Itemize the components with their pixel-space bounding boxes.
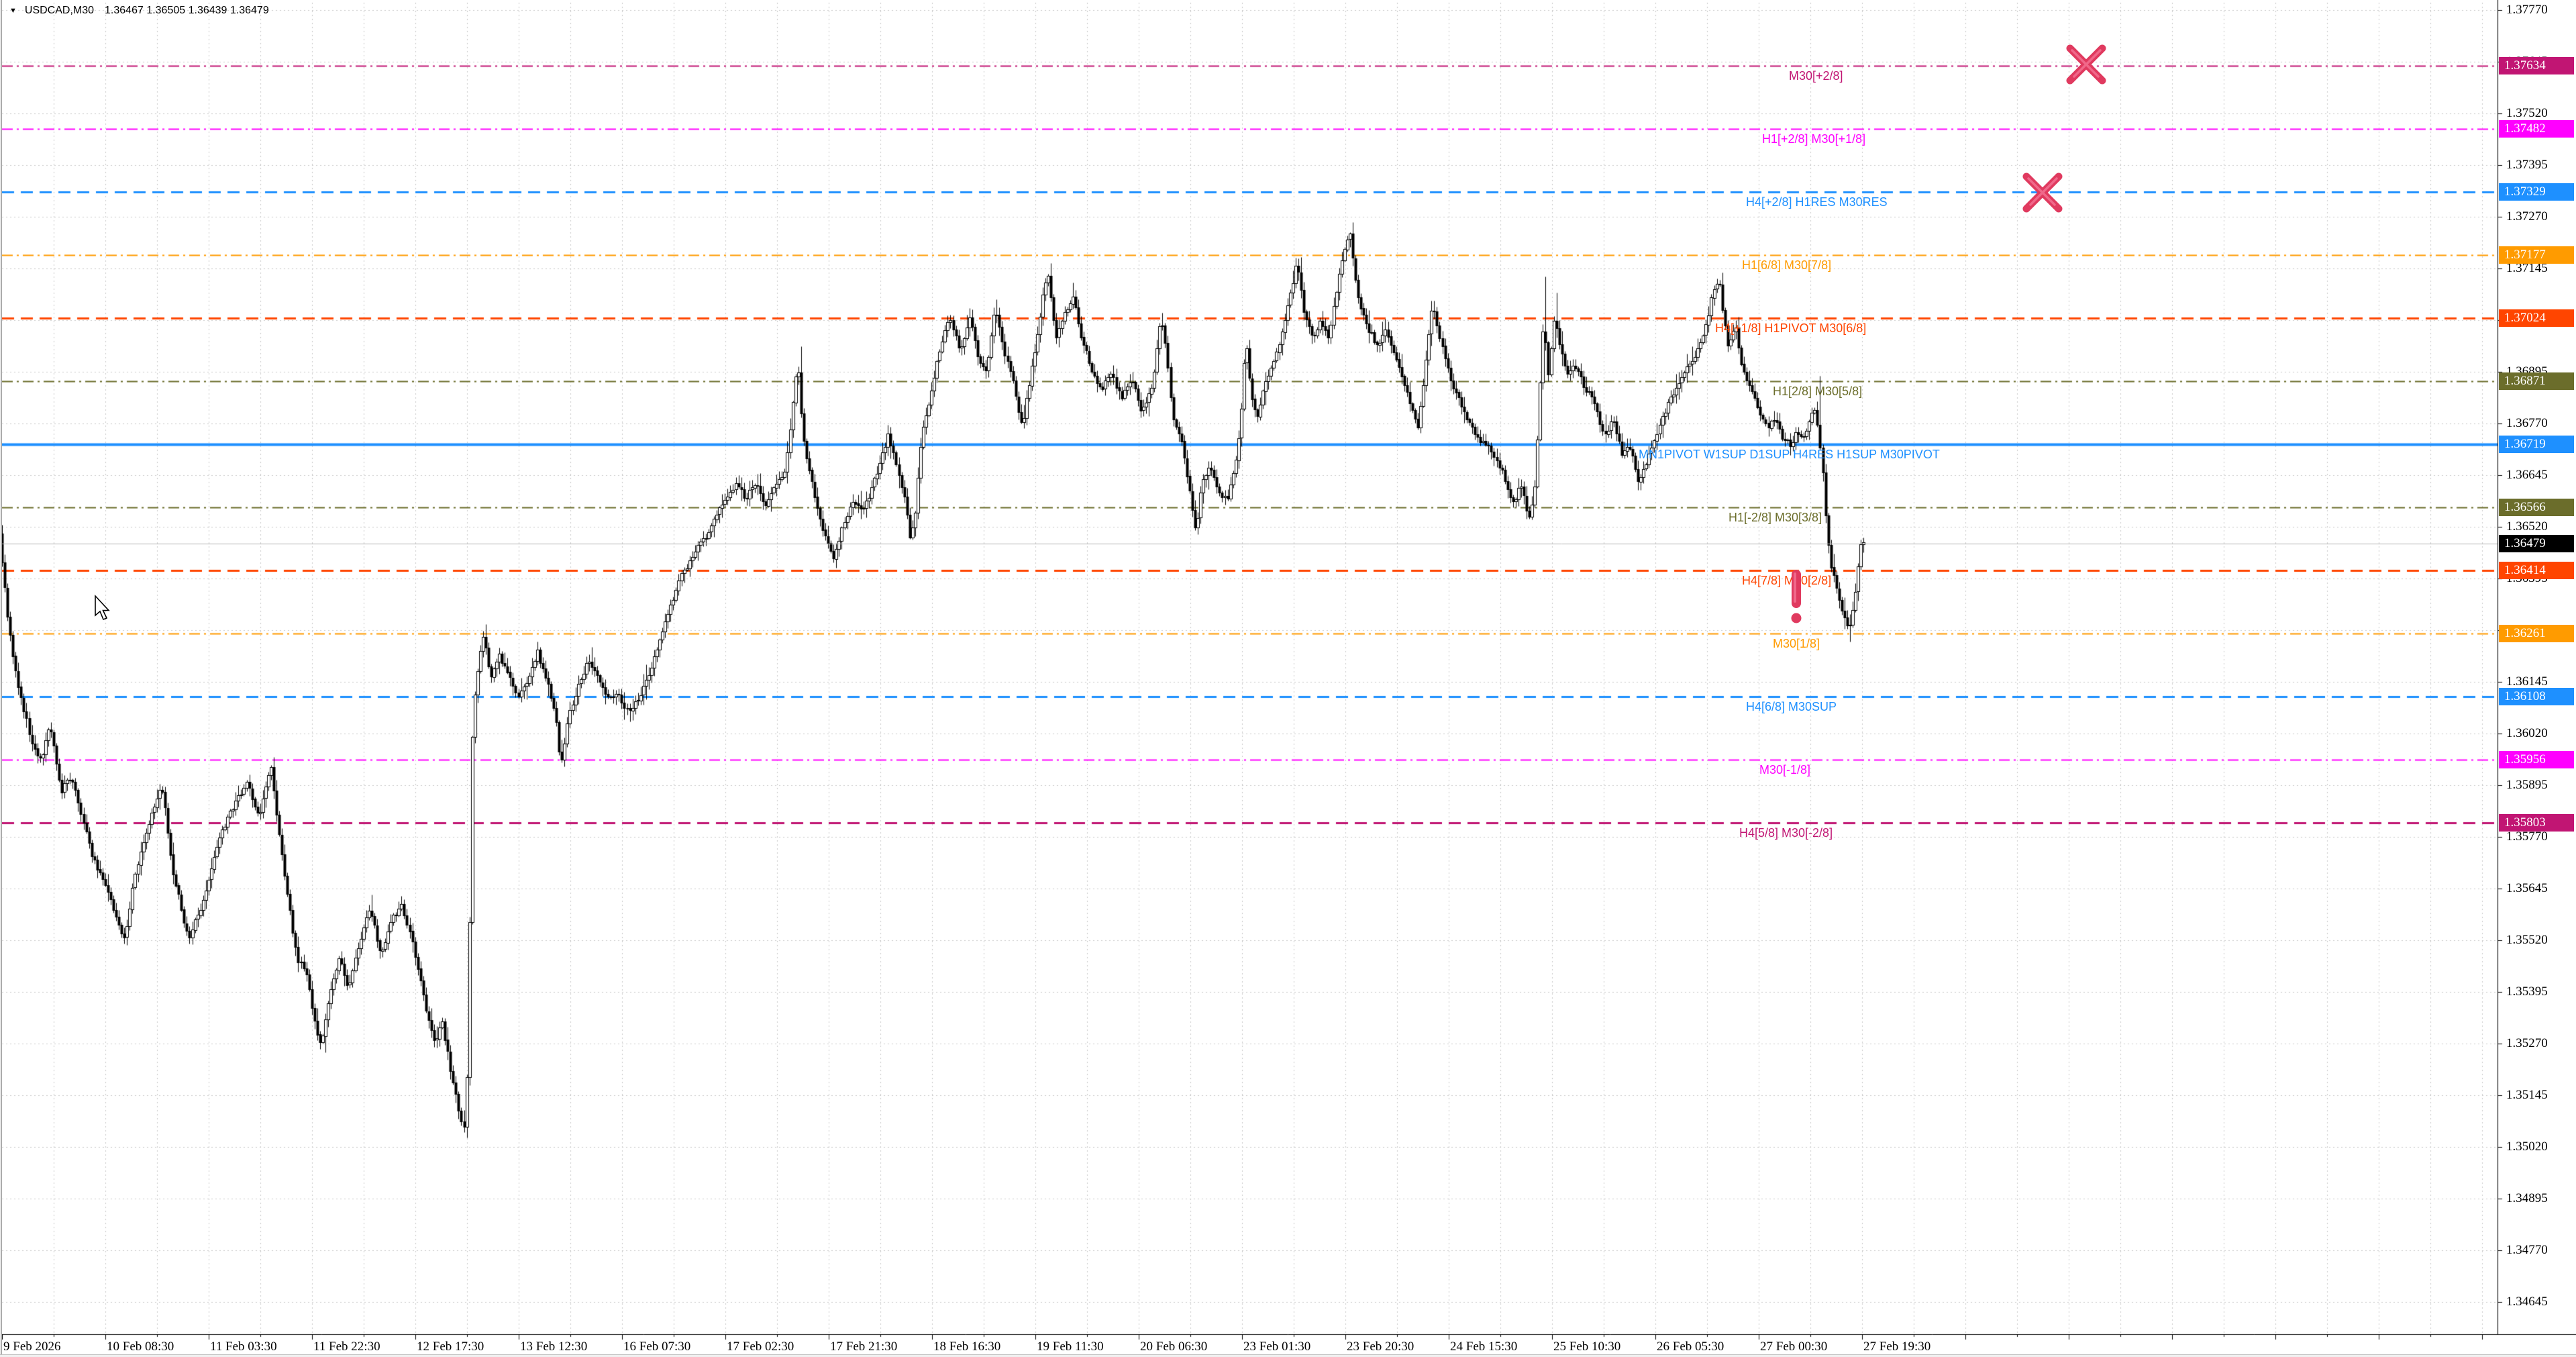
level-label-h478: H4[7/8] M30[2/8] [1742, 574, 1832, 587]
time-tick-label: 25 Feb 10:30 [1553, 1340, 1621, 1354]
time-tick-label: 17 Feb 21:30 [830, 1340, 898, 1354]
time-tick-label: 11 Feb 03:30 [210, 1340, 277, 1354]
time-tick-label: 26 Feb 05:30 [1657, 1340, 1724, 1354]
time-tick-label: 20 Feb 06:30 [1140, 1340, 1208, 1354]
level-label-h168: H1[6/8] M30[7/8] [1742, 258, 1832, 272]
time-tick-label: 19 Feb 11:30 [1037, 1340, 1104, 1354]
level-label-h128: H1[+2/8] M30[+1/8] [1762, 132, 1866, 146]
level-label-h468: H4[6/8] M30SUP [1746, 700, 1837, 713]
price-tick-label: 1.35020 [2506, 1140, 2548, 1154]
symbol-dropdown-arrow-icon[interactable]: ▼ [9, 7, 17, 15]
price-tick-label: 1.37395 [2506, 158, 2548, 172]
level-label-m30-18: M30[-1/8] [1759, 763, 1811, 776]
level-price-badge: 1.37482 [2499, 120, 2574, 138]
time-tick-label: 27 Feb 00:30 [1760, 1340, 1828, 1354]
price-tick-label: 1.35895 [2506, 778, 2548, 792]
level-price-badge: 1.37634 [2499, 57, 2574, 74]
level-price-badge: 1.37024 [2499, 309, 2574, 327]
level-label-mn1pivot: MN1PIVOT W1SUP D1SUP H4RES H1SUP M30PIVO… [1639, 448, 1940, 461]
price-tick-label: 1.35270 [2506, 1036, 2548, 1050]
symbol-timeframe-label[interactable]: USDCAD,M30 [24, 5, 95, 16]
level-label-m3028: M30[+2/8] [1789, 69, 1843, 83]
ohlc-values: 1.36467 1.36505 1.36439 1.36479 [105, 5, 269, 16]
price-tick-label: 1.36145 [2506, 674, 2548, 689]
level-price-badge: 1.37329 [2499, 183, 2574, 201]
time-tick-label: 24 Feb 15:30 [1450, 1340, 1518, 1354]
level-price-badge: 1.36566 [2499, 499, 2574, 516]
time-tick-label: 23 Feb 20:30 [1347, 1340, 1414, 1354]
level-label-m3018: M30[1/8] [1773, 637, 1820, 650]
level-price-badge: 1.36108 [2499, 688, 2574, 705]
time-tick-label: 23 Feb 01:30 [1243, 1340, 1311, 1354]
current-price-badge: 1.36479 [2499, 535, 2574, 552]
level-price-badge: 1.37177 [2499, 246, 2574, 264]
price-tick-label: 1.35395 [2506, 985, 2548, 999]
time-tick-label: 10 Feb 08:30 [107, 1340, 174, 1354]
time-tick-label: 17 Feb 02:30 [727, 1340, 794, 1354]
time-tick-label: 12 Feb 17:30 [417, 1340, 484, 1354]
time-tick-label: 27 Feb 19:30 [1863, 1340, 1931, 1354]
level-price-badge: 1.36719 [2499, 436, 2574, 453]
level-label-h128: H1[2/8] M30[5/8] [1773, 385, 1863, 398]
price-tick-label: 1.37520 [2506, 106, 2548, 120]
price-tick-label: 1.36770 [2506, 416, 2548, 430]
time-tick-label: 11 Feb 22:30 [313, 1340, 380, 1354]
price-tick-label: 1.37270 [2506, 209, 2548, 223]
price-tick-label: 1.34645 [2506, 1295, 2548, 1309]
level-price-badge: 1.35956 [2499, 751, 2574, 768]
level-price-badge: 1.36261 [2499, 625, 2574, 642]
time-tick-label: 13 Feb 12:30 [520, 1340, 588, 1354]
price-tick-label: 1.35770 [2506, 830, 2548, 844]
time-tick-label: 9 Feb 2026 [3, 1340, 61, 1354]
price-tick-label: 1.35520 [2506, 933, 2548, 947]
level-label-h458: H4[5/8] M30[-2/8] [1739, 826, 1833, 840]
level-price-badge: 1.35803 [2499, 814, 2574, 832]
chart-header: ▼ USDCAD,M30 1.36467 1.36505 1.36439 1.3… [9, 3, 269, 18]
level-price-badge: 1.36414 [2499, 562, 2574, 579]
price-tick-label: 1.36645 [2506, 468, 2548, 482]
level-price-badge: 1.36871 [2499, 372, 2574, 390]
level-label-h428: H4[+2/8] H1RES M30RES [1746, 195, 1888, 209]
level-label-h1-28: H1[-2/8] M30[3/8] [1729, 511, 1822, 524]
price-tick-label: 1.34770 [2506, 1243, 2548, 1257]
window-bottom-border [0, 1354, 2576, 1357]
price-tick-label: 1.36020 [2506, 726, 2548, 740]
level-label-h418: H4[+1/8] H1PIVOT M30[6/8] [1715, 321, 1867, 335]
price-tick-label: 1.36520 [2506, 519, 2548, 534]
price-tick-label: 1.35645 [2506, 881, 2548, 895]
time-tick-label: 16 Feb 07:30 [623, 1340, 691, 1354]
price-tick-label: 1.37145 [2506, 261, 2548, 275]
price-tick-label: 1.35145 [2506, 1088, 2548, 1102]
window-left-border [0, 0, 2, 1356]
time-tick-label: 18 Feb 16:30 [933, 1340, 1001, 1354]
price-tick-label: 1.34895 [2506, 1191, 2548, 1205]
price-tick-label: 1.37770 [2506, 3, 2548, 17]
